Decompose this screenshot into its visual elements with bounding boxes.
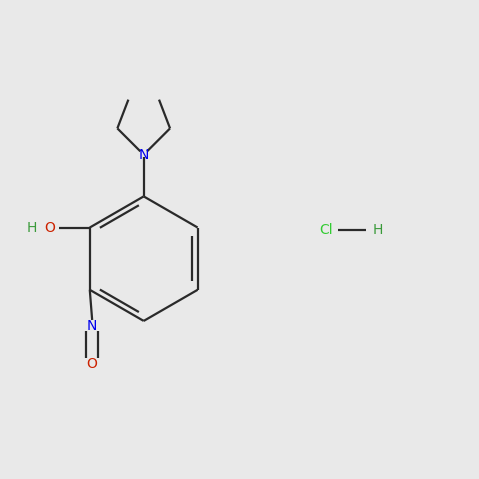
Text: O: O bbox=[45, 220, 56, 235]
Text: Cl: Cl bbox=[319, 223, 333, 237]
Text: N: N bbox=[87, 319, 97, 333]
Text: N: N bbox=[138, 148, 149, 162]
Text: H: H bbox=[27, 220, 37, 235]
Text: H: H bbox=[373, 223, 383, 237]
Text: O: O bbox=[87, 357, 98, 371]
